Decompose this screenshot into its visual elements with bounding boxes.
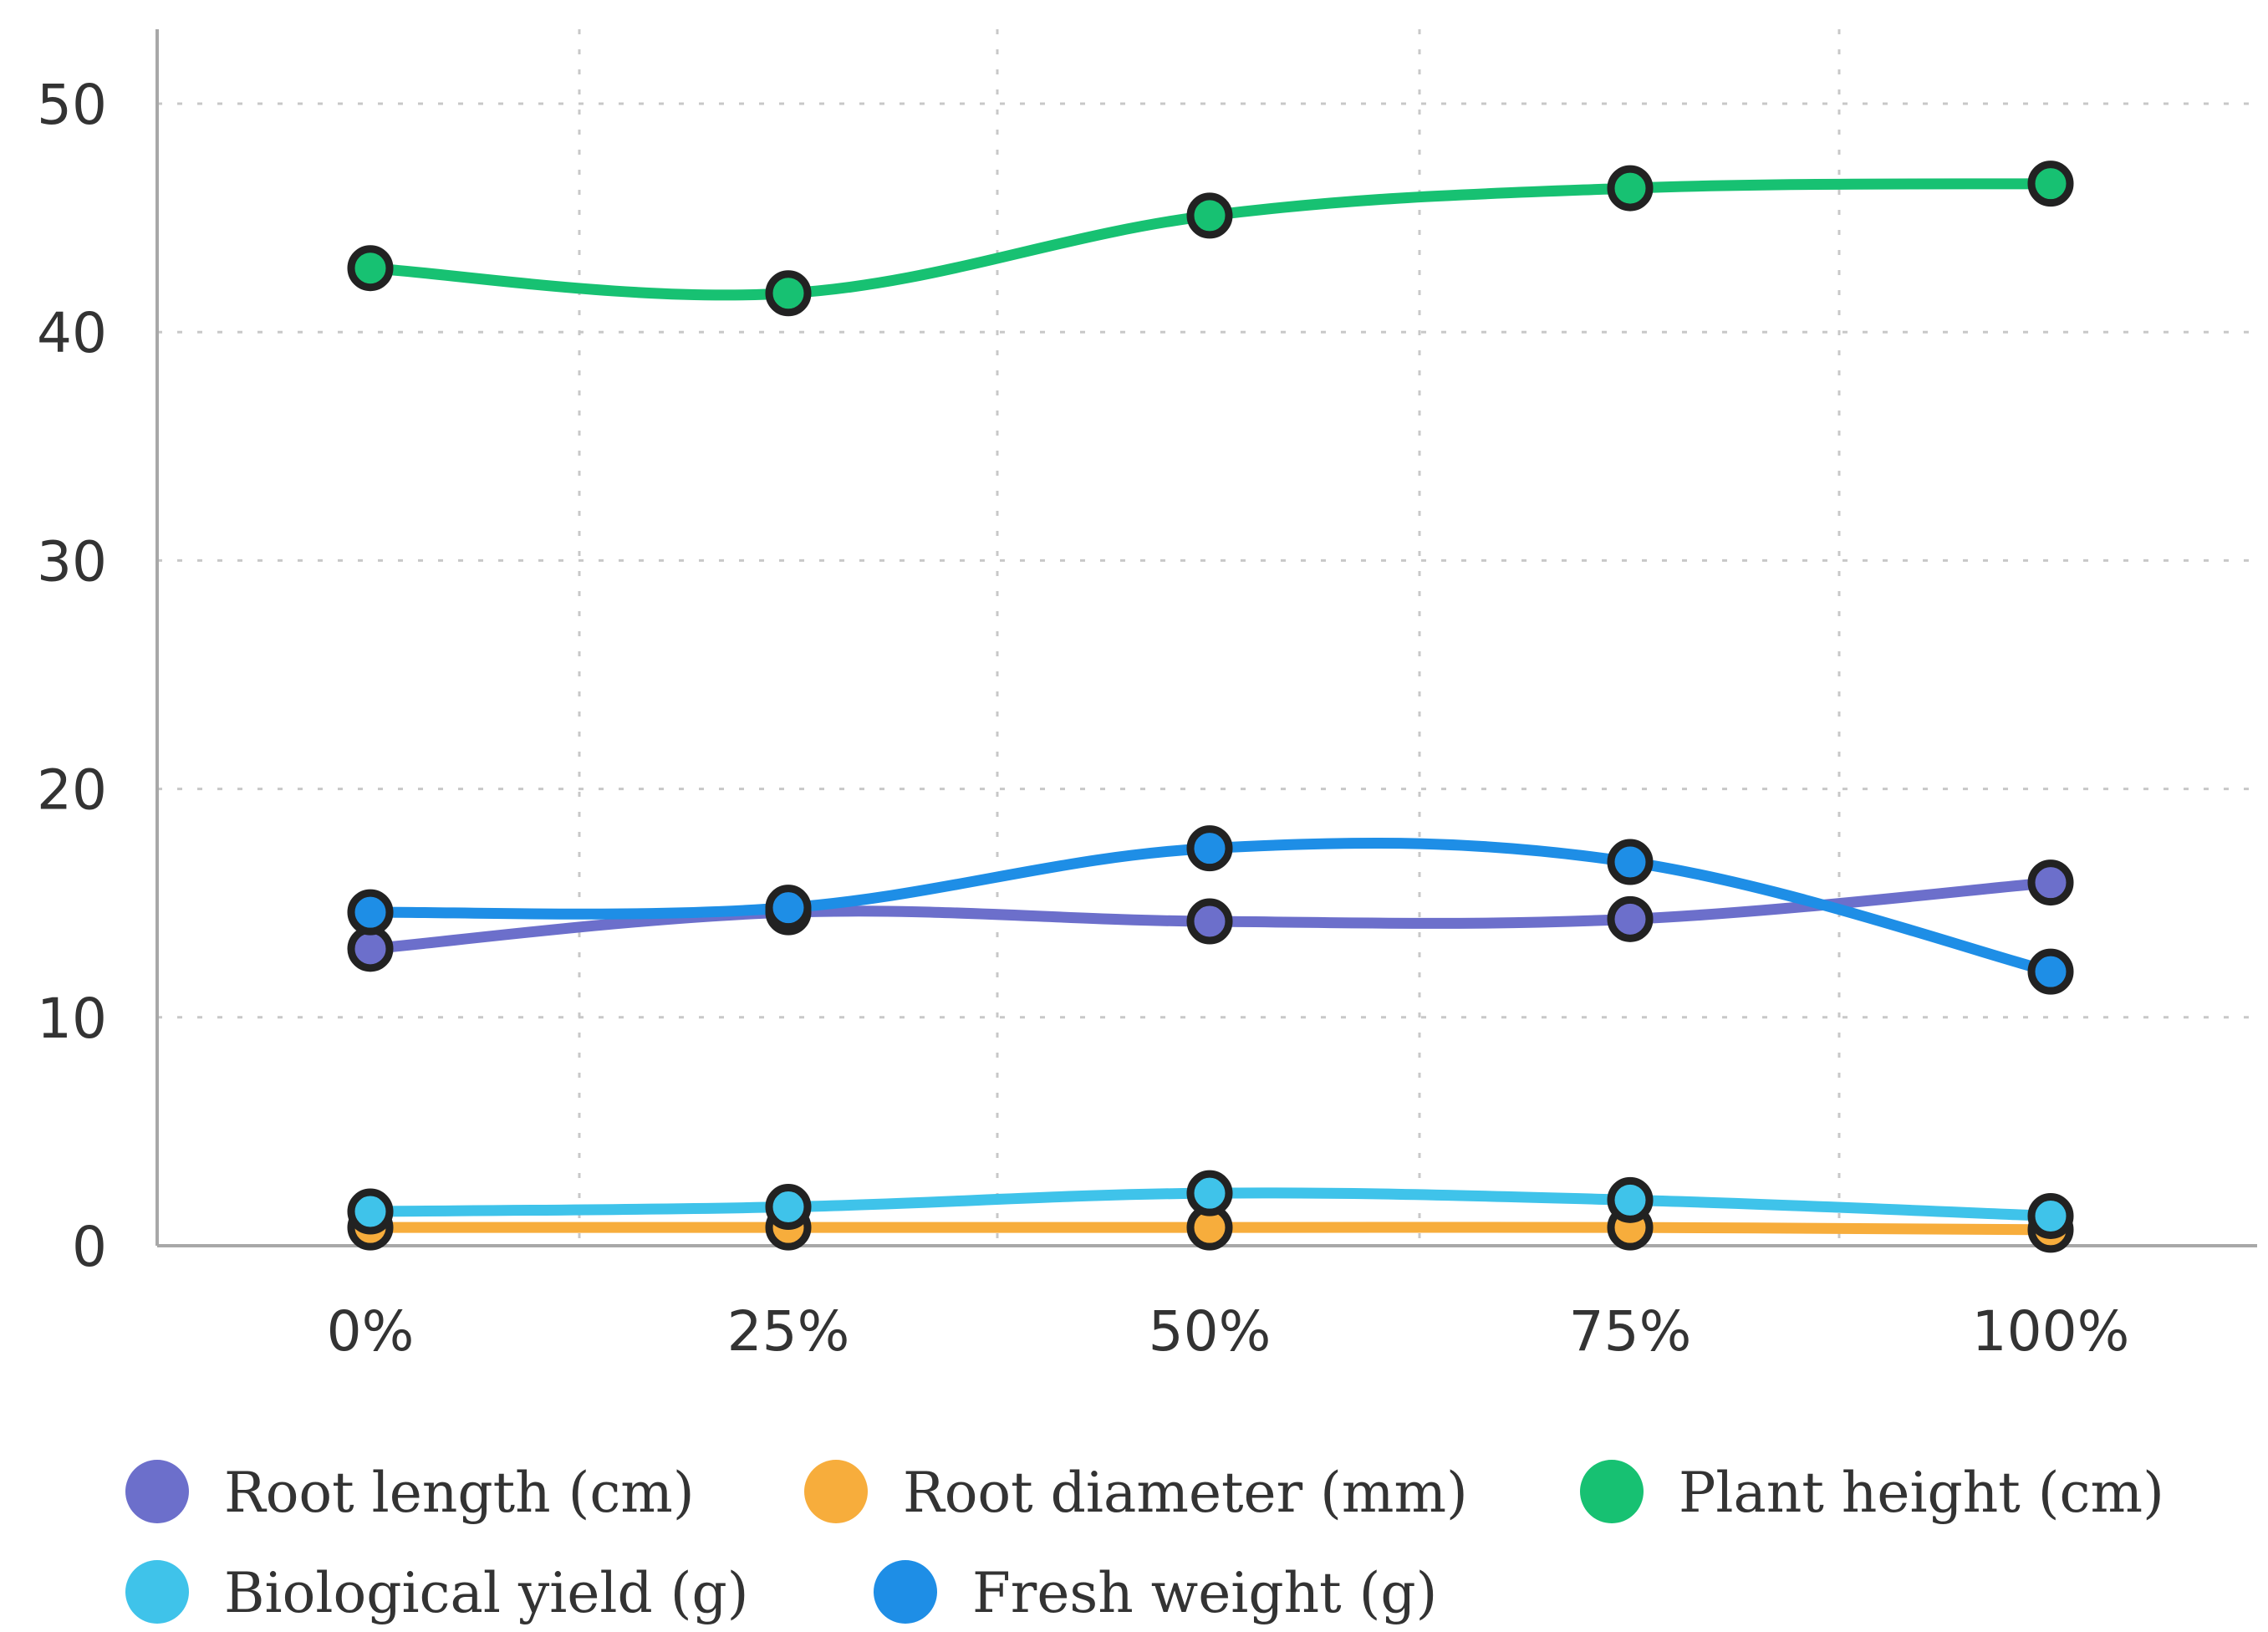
data-point xyxy=(765,885,812,931)
y-tick-label: 30 xyxy=(37,529,107,594)
data-point xyxy=(1607,165,1654,212)
grid-layer xyxy=(157,29,2257,1246)
data-point xyxy=(347,1188,394,1235)
y-tick-label: 50 xyxy=(37,73,107,137)
legend-label: Biological yield (g) xyxy=(224,1561,748,1625)
x-tick-label: 50% xyxy=(1149,1299,1272,1364)
data-point xyxy=(1607,895,1654,942)
data-point xyxy=(1186,898,1233,945)
x-tick-label: 25% xyxy=(727,1299,850,1364)
legend-swatch xyxy=(1580,1460,1644,1523)
legend-swatch xyxy=(125,1560,189,1624)
y-tick-label: 10 xyxy=(37,987,107,1051)
axis-layer: 0 10 20 30 40 50 0% 25% 50% 75% 100% xyxy=(37,29,2257,1364)
marker-layer xyxy=(347,161,2074,1253)
data-point xyxy=(1607,1176,1654,1223)
legend-swatch xyxy=(125,1460,189,1523)
legend-swatch xyxy=(804,1460,868,1523)
legend: Root length (cm) Root diameter (mm) Plant … xyxy=(125,1460,2164,1625)
y-tick-label: 20 xyxy=(37,758,107,823)
data-point xyxy=(765,1184,812,1231)
x-tick-label: 0% xyxy=(327,1299,415,1364)
legend-label: Root length (cm) xyxy=(224,1461,695,1525)
data-point xyxy=(1186,1170,1233,1216)
data-point xyxy=(1186,192,1233,239)
x-tick-label: 75% xyxy=(1569,1299,1692,1364)
data-point xyxy=(2027,161,2074,207)
legend-label: Root diameter (mm) xyxy=(903,1461,1468,1525)
data-point xyxy=(347,926,394,972)
series-layer xyxy=(364,178,2056,1236)
data-point xyxy=(347,889,394,936)
y-tick-label: 40 xyxy=(37,301,107,365)
legend-label: Fresh weight (g) xyxy=(972,1561,1437,1625)
legend-label: Plant height (cm) xyxy=(1679,1461,2164,1525)
data-point xyxy=(2027,1192,2074,1239)
legend-swatch xyxy=(874,1560,937,1624)
data-point xyxy=(347,245,394,292)
data-point xyxy=(1186,825,1233,872)
data-point xyxy=(765,270,812,317)
data-point xyxy=(1607,839,1654,885)
x-tick-label: 100% xyxy=(1972,1299,2130,1364)
data-point xyxy=(2027,948,2074,995)
y-tick-label: 0 xyxy=(72,1215,107,1279)
data-point xyxy=(2027,859,2074,906)
